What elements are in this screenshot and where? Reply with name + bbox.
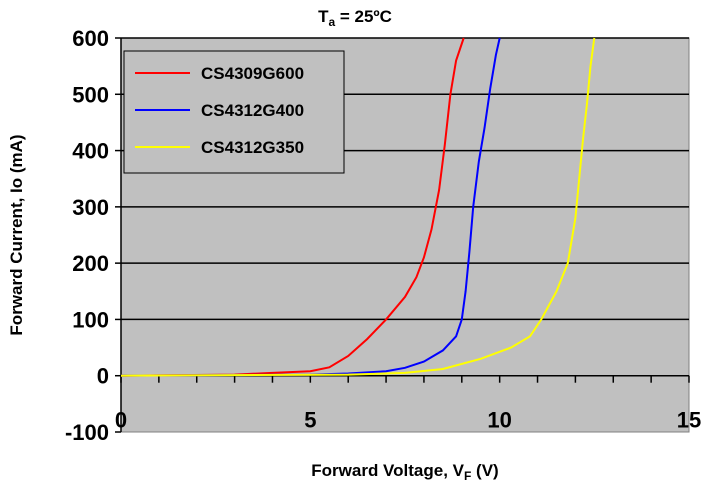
series-line-CS4309G600	[120, 37, 465, 377]
y-tick-label: -100	[65, 420, 109, 445]
y-tick-label: 300	[72, 195, 109, 220]
legend-label: CS4312G400	[201, 101, 304, 120]
x-tick-label: 5	[304, 408, 316, 433]
x-tick-label: 0	[115, 408, 127, 433]
legend-label: CS4309G600	[201, 64, 304, 83]
y-axis-title: Forward Current, Io (mA)	[7, 134, 26, 335]
y-tick-label: 0	[97, 364, 109, 389]
series-lines	[120, 37, 596, 377]
y-tick-label: 600	[72, 26, 109, 51]
x-axis-title: Forward Voltage, VF (V)	[311, 461, 498, 481]
legend-box	[123, 50, 345, 174]
legend-label: CS4312G350	[201, 138, 304, 157]
series-line-CS4312G400	[120, 37, 501, 377]
x-tick-label: 15	[677, 408, 701, 433]
y-tick-label: 400	[72, 139, 109, 164]
y-tick-label: 500	[72, 82, 109, 107]
y-tick-label: 200	[72, 251, 109, 276]
series-line-CS4312G350	[120, 37, 596, 377]
x-tick-labels: 0 5 10 15	[115, 408, 701, 433]
chart-title: Ta = 25ºC	[318, 7, 392, 29]
legend: CS4309G600 CS4312G400 CS4312G350	[123, 50, 345, 174]
x-tick-label: 10	[487, 408, 511, 433]
y-tick-label: 100	[72, 307, 109, 332]
y-tick-labels: -100 0 100 200 300 400 500 600	[65, 26, 109, 445]
